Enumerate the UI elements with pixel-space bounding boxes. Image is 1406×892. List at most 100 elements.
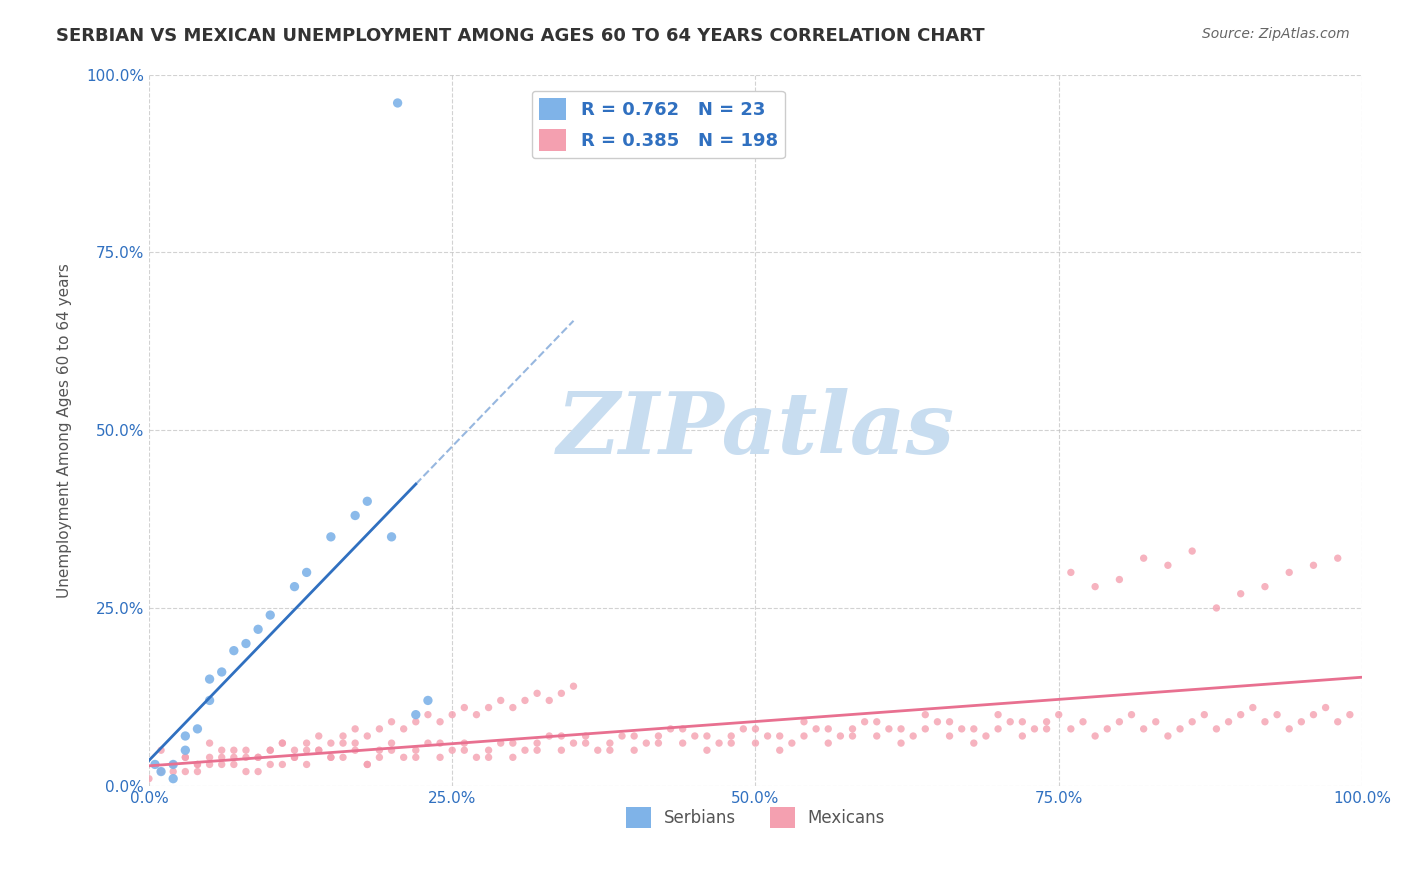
- Point: [222, 743, 245, 757]
- Point: [319, 750, 342, 764]
- Point: [1278, 722, 1301, 736]
- Point: [1108, 714, 1130, 729]
- Point: [793, 729, 815, 743]
- Point: [368, 743, 391, 757]
- Point: [636, 736, 658, 750]
- Point: [502, 736, 524, 750]
- Point: [538, 693, 561, 707]
- Point: [247, 750, 270, 764]
- Point: [769, 729, 792, 743]
- Point: [1132, 551, 1154, 566]
- Point: [1229, 707, 1251, 722]
- Point: [356, 729, 378, 743]
- Point: [1315, 700, 1337, 714]
- Point: [186, 757, 208, 772]
- Point: [890, 722, 912, 736]
- Point: [659, 722, 682, 736]
- Point: [271, 736, 294, 750]
- Point: [1060, 566, 1083, 580]
- Point: [1011, 714, 1033, 729]
- Point: [1254, 580, 1277, 594]
- Point: [575, 729, 598, 743]
- Point: [599, 736, 621, 750]
- Point: [416, 707, 439, 722]
- Point: [841, 722, 863, 736]
- Point: [1181, 714, 1204, 729]
- Point: [295, 743, 318, 757]
- Point: [1326, 551, 1348, 566]
- Point: [211, 757, 233, 772]
- Point: [198, 693, 221, 707]
- Point: [235, 743, 257, 757]
- Point: [478, 743, 501, 757]
- Point: [344, 508, 367, 523]
- Point: [538, 729, 561, 743]
- Point: [174, 750, 197, 764]
- Point: [198, 750, 221, 764]
- Point: [332, 729, 354, 743]
- Point: [733, 722, 755, 736]
- Point: [150, 743, 173, 757]
- Point: [793, 714, 815, 729]
- Point: [478, 750, 501, 764]
- Point: [853, 714, 876, 729]
- Point: [1097, 722, 1119, 736]
- Point: [1339, 707, 1361, 722]
- Point: [744, 722, 766, 736]
- Point: [441, 743, 464, 757]
- Point: [866, 714, 889, 729]
- Point: [162, 757, 184, 772]
- Point: [610, 729, 633, 743]
- Point: [356, 494, 378, 508]
- Point: [198, 672, 221, 686]
- Point: [1205, 722, 1227, 736]
- Text: Source: ZipAtlas.com: Source: ZipAtlas.com: [1202, 27, 1350, 41]
- Point: [550, 729, 572, 743]
- Point: [319, 736, 342, 750]
- Point: [441, 707, 464, 722]
- Point: [247, 764, 270, 779]
- Point: [489, 736, 512, 750]
- Point: [429, 736, 451, 750]
- Point: [295, 757, 318, 772]
- Point: [1035, 714, 1057, 729]
- Text: ZIPatlas: ZIPatlas: [557, 388, 955, 472]
- Legend: Serbians, Mexicans: Serbians, Mexicans: [619, 801, 891, 834]
- Point: [162, 757, 184, 772]
- Point: [672, 722, 695, 736]
- Point: [453, 736, 475, 750]
- Point: [162, 764, 184, 779]
- Point: [186, 757, 208, 772]
- Point: [1241, 700, 1264, 714]
- Point: [550, 743, 572, 757]
- Point: [914, 707, 936, 722]
- Point: [1024, 722, 1046, 736]
- Point: [198, 736, 221, 750]
- Point: [1047, 707, 1070, 722]
- Point: [259, 743, 281, 757]
- Text: SERBIAN VS MEXICAN UNEMPLOYMENT AMONG AGES 60 TO 64 YEARS CORRELATION CHART: SERBIAN VS MEXICAN UNEMPLOYMENT AMONG AG…: [56, 27, 984, 45]
- Point: [344, 736, 367, 750]
- Point: [830, 729, 852, 743]
- Point: [368, 750, 391, 764]
- Point: [295, 566, 318, 580]
- Point: [1302, 707, 1324, 722]
- Point: [211, 750, 233, 764]
- Point: [780, 736, 803, 750]
- Point: [465, 707, 488, 722]
- Point: [672, 736, 695, 750]
- Point: [914, 722, 936, 736]
- Point: [235, 750, 257, 764]
- Point: [211, 665, 233, 679]
- Point: [744, 736, 766, 750]
- Point: [720, 729, 742, 743]
- Point: [526, 743, 548, 757]
- Point: [162, 772, 184, 786]
- Point: [756, 729, 779, 743]
- Point: [877, 722, 900, 736]
- Point: [647, 729, 669, 743]
- Point: [1302, 558, 1324, 573]
- Point: [1168, 722, 1191, 736]
- Point: [186, 722, 208, 736]
- Point: [380, 530, 402, 544]
